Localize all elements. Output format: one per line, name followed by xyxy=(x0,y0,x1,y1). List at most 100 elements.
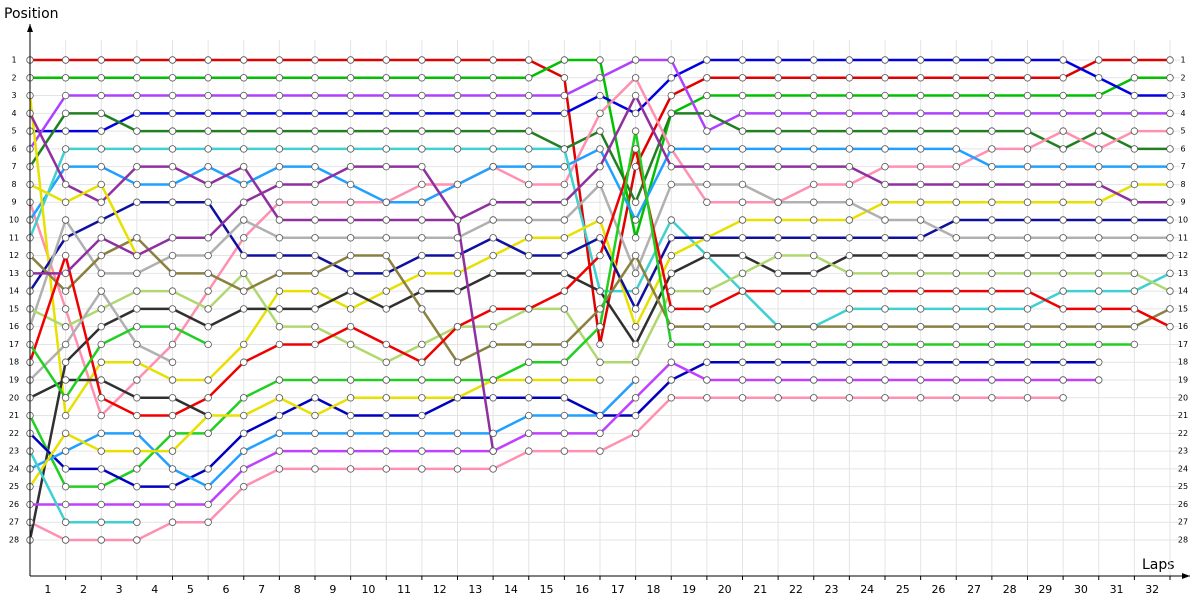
lap-marker xyxy=(346,411,355,420)
lap-marker xyxy=(703,145,711,153)
lap-marker xyxy=(631,340,640,349)
lap-marker xyxy=(988,180,996,189)
lap-marker xyxy=(133,74,141,82)
lap-marker xyxy=(881,269,889,278)
lap-marker xyxy=(275,162,284,171)
lap-marker xyxy=(61,394,70,402)
lap-marker xyxy=(774,91,782,100)
lap-marker xyxy=(560,429,569,438)
lap-marker xyxy=(1166,109,1174,118)
lap-marker xyxy=(596,127,604,135)
lap-marker xyxy=(881,394,889,402)
lap-marker xyxy=(1059,91,1067,100)
lap-marker xyxy=(418,56,426,64)
lap-marker xyxy=(845,74,854,82)
lap-marker xyxy=(240,358,248,366)
lap-marker xyxy=(1166,198,1174,206)
lap-marker xyxy=(240,340,248,349)
lap-marker xyxy=(1095,180,1103,189)
lap-marker xyxy=(560,234,569,242)
lap-marker xyxy=(916,198,925,206)
lap-marker xyxy=(97,518,105,526)
lap-marker xyxy=(774,74,782,82)
lap-marker xyxy=(774,251,782,260)
lap-marker xyxy=(168,145,177,153)
lap-marker xyxy=(1095,234,1103,242)
lap-marker xyxy=(667,269,675,278)
lap-marker xyxy=(133,358,141,366)
lap-marker xyxy=(1023,216,1032,224)
y-tick-label: 15 xyxy=(9,304,19,313)
lap-marker xyxy=(168,91,177,100)
lap-marker xyxy=(240,216,248,224)
lap-marker xyxy=(453,91,462,100)
lap-marker xyxy=(168,411,177,420)
lap-marker xyxy=(1059,198,1067,206)
lap-marker xyxy=(1059,162,1067,171)
x-tick-label: 16 xyxy=(575,583,589,596)
lap-marker xyxy=(1023,162,1032,171)
lap-marker xyxy=(61,127,70,135)
lap-marker xyxy=(418,429,426,438)
lap-marker xyxy=(346,394,355,402)
lap-marker xyxy=(560,145,569,153)
y-tick-label-right: 19 xyxy=(1178,376,1188,385)
y-tick-label-right: 12 xyxy=(1178,251,1188,260)
y-tick-label-right: 11 xyxy=(1178,233,1188,242)
y-tick-label-right: 8 xyxy=(1180,180,1185,189)
lap-marker xyxy=(631,287,640,295)
lap-marker xyxy=(346,56,355,64)
lap-marker xyxy=(97,180,105,189)
lap-marker xyxy=(204,180,212,189)
lap-marker xyxy=(97,145,105,153)
lap-marker xyxy=(525,162,533,171)
lap-marker xyxy=(667,358,675,366)
lap-marker xyxy=(774,340,782,349)
lap-marker xyxy=(916,162,925,171)
lap-marker xyxy=(382,411,390,420)
lap-marker xyxy=(382,251,390,260)
lap-marker xyxy=(703,91,711,100)
lap-marker xyxy=(204,482,212,491)
lap-marker xyxy=(133,536,141,544)
lap-marker xyxy=(631,251,640,260)
y-tick-label-right: 10 xyxy=(1178,216,1188,225)
lap-marker xyxy=(1130,145,1139,153)
lap-marker xyxy=(97,216,105,224)
lap-marker xyxy=(810,376,818,384)
lap-marker xyxy=(703,322,711,331)
lap-marker xyxy=(1130,109,1139,118)
lap-marker xyxy=(1130,74,1139,82)
lap-marker xyxy=(703,358,711,366)
lap-marker xyxy=(1095,376,1103,384)
lap-marker xyxy=(204,340,212,349)
lap-marker xyxy=(1095,91,1103,100)
lap-marker xyxy=(952,91,960,100)
lap-marker xyxy=(631,234,640,242)
lap-marker xyxy=(952,358,960,366)
y-tick-label: 24 xyxy=(9,464,19,473)
lap-marker xyxy=(988,234,996,242)
lap-marker xyxy=(988,198,996,206)
lap-marker xyxy=(311,340,319,349)
y-axis-arrow xyxy=(27,24,33,32)
lap-marker xyxy=(952,251,960,260)
lap-marker xyxy=(881,340,889,349)
lap-marker xyxy=(988,305,996,313)
lap-marker xyxy=(631,358,640,366)
lap-marker xyxy=(881,322,889,331)
lap-marker xyxy=(204,305,212,313)
lap-marker xyxy=(382,340,390,349)
lap-marker xyxy=(346,74,355,82)
lap-marker xyxy=(275,269,284,278)
lap-marker xyxy=(1130,287,1139,295)
lap-marker xyxy=(1095,109,1103,118)
lap-marker xyxy=(1095,251,1103,260)
lap-marker xyxy=(382,305,390,313)
lap-marker xyxy=(667,56,675,64)
lap-marker xyxy=(133,162,141,171)
lap-marker xyxy=(774,394,782,402)
lap-marker xyxy=(382,465,390,473)
y-axis-label: Position xyxy=(4,6,59,22)
lap-marker xyxy=(311,394,319,402)
